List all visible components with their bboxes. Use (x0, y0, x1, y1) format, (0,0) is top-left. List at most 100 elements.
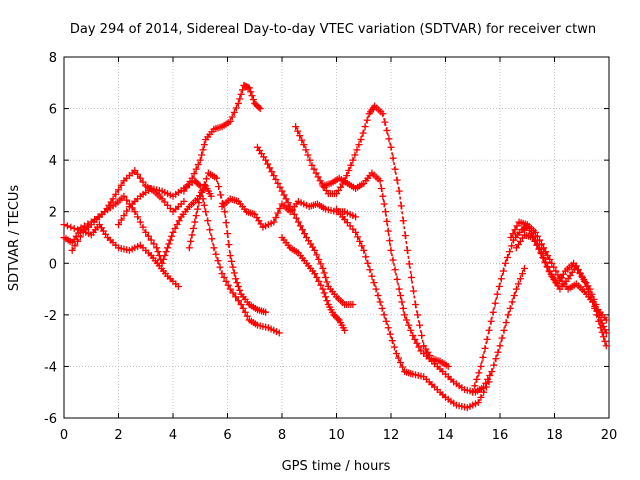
data-point (399, 363, 407, 371)
series-arc-9 (278, 234, 349, 334)
data-point (383, 126, 391, 134)
x-tick-label: 10 (328, 428, 345, 443)
data-point (241, 308, 249, 316)
data-point (544, 252, 552, 260)
data-point (154, 248, 162, 256)
data-point (204, 217, 212, 225)
data-point (409, 331, 417, 339)
data-point (444, 362, 452, 370)
data-point (598, 328, 606, 336)
data-point (144, 232, 152, 240)
data-point (518, 270, 526, 278)
data-point (290, 210, 298, 218)
data-point (302, 146, 310, 154)
data-point (602, 342, 610, 350)
data-point (213, 174, 221, 182)
data-point (359, 129, 367, 137)
data-point (537, 249, 545, 257)
data-point (115, 221, 122, 229)
data-point (382, 317, 390, 325)
data-point (385, 135, 393, 143)
data-point (320, 289, 328, 297)
data-point (379, 192, 387, 200)
data-point (268, 168, 276, 176)
data-point (352, 213, 360, 221)
data-point (313, 273, 321, 281)
data-point (292, 123, 300, 131)
series-line (183, 84, 261, 192)
data-point (274, 179, 282, 187)
data-point (384, 324, 392, 332)
data-point (513, 222, 521, 230)
y-tick-label: 6 (49, 103, 57, 118)
data-point (228, 113, 236, 121)
data-point (243, 312, 251, 320)
data-point (322, 273, 330, 281)
data-point (504, 311, 512, 319)
data-point (387, 246, 395, 254)
data-point (372, 285, 380, 293)
data-point (486, 371, 494, 379)
data-point (536, 236, 544, 244)
data-point (310, 165, 318, 173)
data-point (112, 190, 120, 198)
data-point (282, 195, 290, 203)
data-point (134, 170, 142, 178)
data-point (60, 221, 68, 229)
data-point (276, 183, 284, 191)
data-point (516, 275, 524, 283)
data-point (115, 186, 122, 194)
data-point (256, 105, 264, 113)
series-arc-2 (60, 221, 182, 290)
data-point (415, 343, 423, 351)
data-point (187, 237, 195, 245)
data-point (238, 86, 246, 94)
data-point (370, 279, 378, 287)
data-point (507, 234, 515, 241)
data-point (506, 304, 514, 312)
data-point (278, 187, 286, 195)
data-point (497, 275, 505, 283)
axis-ticks: 0 2 4 6 8 10 12 14 16 18 20 -6 -4 -2 0 2 4 6 8 (44, 51, 617, 443)
data-point (298, 226, 306, 234)
data-point (376, 177, 384, 185)
data-point (196, 182, 204, 190)
y-tick-label: 2 (49, 206, 57, 221)
data-point (233, 279, 241, 287)
data-point (491, 299, 499, 307)
data-point (391, 266, 399, 274)
data-point (494, 348, 502, 356)
data-point (489, 308, 497, 316)
series-arc-1 (60, 166, 188, 234)
data-point (232, 275, 240, 283)
data-point (550, 263, 558, 271)
data-point (384, 227, 392, 235)
data-point (234, 282, 242, 290)
data-point (388, 337, 396, 345)
data-point (131, 166, 139, 174)
data-point (206, 226, 214, 234)
data-point (378, 304, 386, 312)
data-point (262, 156, 270, 164)
data-point (158, 259, 166, 267)
data-point (597, 324, 605, 332)
data-point (352, 228, 360, 236)
data-point (147, 236, 155, 244)
data-point (275, 329, 283, 337)
data-point (226, 252, 234, 260)
data-point (236, 95, 244, 103)
data-point (215, 183, 223, 191)
data-point (224, 230, 231, 238)
series-arc-8 (253, 143, 357, 309)
data-point (196, 156, 204, 164)
data-point (162, 248, 170, 256)
data-point (407, 326, 415, 334)
data-point (397, 359, 405, 367)
data-point (493, 290, 501, 298)
data-point (320, 269, 328, 277)
data-point (360, 246, 368, 254)
data-point (409, 287, 417, 295)
data-point (389, 256, 397, 264)
y-tick-label: -6 (44, 412, 57, 427)
data-point (403, 246, 411, 254)
